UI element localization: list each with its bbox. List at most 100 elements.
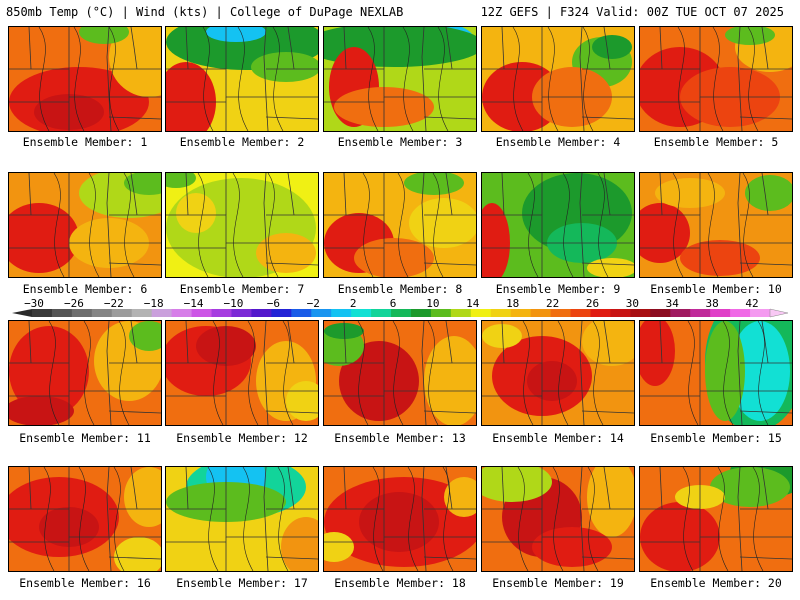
contour-line (522, 321, 534, 425)
ensemble-member-label: Ensemble Member: 18 (334, 576, 466, 590)
ensemble-member-map (639, 320, 793, 426)
state-border (9, 214, 161, 244)
contour-line (407, 467, 419, 571)
state-border (501, 467, 505, 510)
state-border (130, 321, 138, 364)
colorbar-segment (670, 309, 691, 317)
contour-line (113, 467, 125, 571)
contour-line (557, 321, 569, 425)
contour-line (392, 321, 404, 425)
colorbar-segment (371, 309, 392, 317)
state-border (482, 214, 634, 244)
contour-line (717, 467, 729, 571)
ensemble-member-label: Ensemble Member: 3 (337, 135, 463, 149)
ensemble-member-map (323, 466, 477, 572)
colorbar-tick-label: 22 (545, 297, 560, 310)
colorbar-segment (231, 309, 252, 317)
temperature-field (482, 173, 634, 277)
state-border (423, 116, 476, 120)
state-border (108, 116, 161, 120)
colorbar-segment (750, 309, 771, 317)
contour-line (707, 173, 719, 277)
temperature-colorbar (12, 308, 789, 318)
state-border (581, 410, 634, 414)
ensemble-member-label: Ensemble Member: 2 (179, 135, 305, 149)
ensemble-member-map (8, 26, 162, 132)
contour-line (43, 467, 55, 571)
ensemble-member-label: Ensemble Member: 8 (337, 282, 463, 296)
contour-line (562, 173, 574, 277)
ensemble-member-map (8, 466, 162, 572)
ensemble-member-map (639, 466, 793, 572)
state-border (343, 467, 347, 510)
colorbar-tick-label: −30 (24, 297, 44, 310)
temperature-shade (9, 203, 79, 273)
temperature-shade (745, 175, 792, 211)
state-border (603, 467, 611, 510)
state-border (737, 321, 743, 425)
state-border (737, 27, 743, 131)
contour-line (83, 321, 95, 425)
state-border (9, 362, 161, 392)
temperature-field (640, 467, 792, 571)
colorbar-tick-label: −6 (266, 297, 280, 310)
contour-line (752, 467, 764, 571)
ensemble-member-label: Ensemble Member: 14 (492, 431, 624, 445)
contour-line (48, 321, 60, 425)
state-border (421, 27, 427, 131)
contour-line (547, 27, 559, 131)
contour-line (372, 467, 384, 571)
colorbar-tick-label: 14 (466, 297, 480, 310)
temperature-shade (79, 27, 129, 44)
colorbar-segment (271, 309, 292, 317)
temperature-shade (404, 173, 464, 195)
state-border (185, 27, 189, 70)
contour-line (277, 467, 289, 571)
state-border (324, 68, 476, 98)
state-border (28, 321, 32, 364)
contour-line (747, 27, 759, 131)
state-border (106, 321, 112, 425)
temperature-field (166, 27, 318, 131)
colorbar-segment (470, 309, 492, 317)
state-border (640, 68, 792, 98)
state-border (106, 173, 112, 277)
ensemble-member-label: Ensemble Member: 17 (176, 576, 308, 590)
state-border (265, 116, 318, 120)
ensemble-member-map (481, 172, 635, 278)
ensemble-member-label: Ensemble Member: 9 (495, 282, 621, 296)
temperature-field (640, 321, 792, 425)
colorbar-segment (351, 309, 372, 317)
colorbar-segment (151, 309, 173, 317)
state-border (581, 262, 634, 266)
ensemble-member-label: Ensemble Member: 7 (179, 282, 305, 296)
colorbar-segment (490, 309, 512, 317)
ensemble-member-map (165, 466, 319, 572)
contour-line (202, 27, 214, 131)
state-border (185, 321, 189, 364)
state-border (185, 467, 189, 510)
contour-line (73, 27, 85, 131)
colorbar-tick-label: −22 (103, 297, 124, 310)
temperature-shade (640, 321, 675, 386)
colorbar-tick-label: 18 (506, 297, 520, 310)
state-border (659, 321, 663, 364)
temperature-field (482, 27, 634, 131)
temperature-field (166, 321, 318, 425)
state-border (579, 467, 585, 571)
state-border (130, 467, 138, 510)
state-border (581, 116, 634, 120)
contour-line (517, 467, 529, 571)
state-border (265, 262, 318, 266)
ensemble-member-map (481, 466, 635, 572)
contour-line (427, 321, 439, 425)
colorbar-tick-label: 2 (349, 297, 357, 310)
state-border (445, 467, 453, 510)
temperature-shade (339, 341, 419, 421)
state-border (421, 321, 427, 425)
temperature-shade (587, 467, 634, 537)
colorbar-segment (410, 309, 432, 317)
state-border (343, 27, 347, 70)
state-border (343, 321, 347, 364)
temperature-shade (482, 467, 552, 502)
